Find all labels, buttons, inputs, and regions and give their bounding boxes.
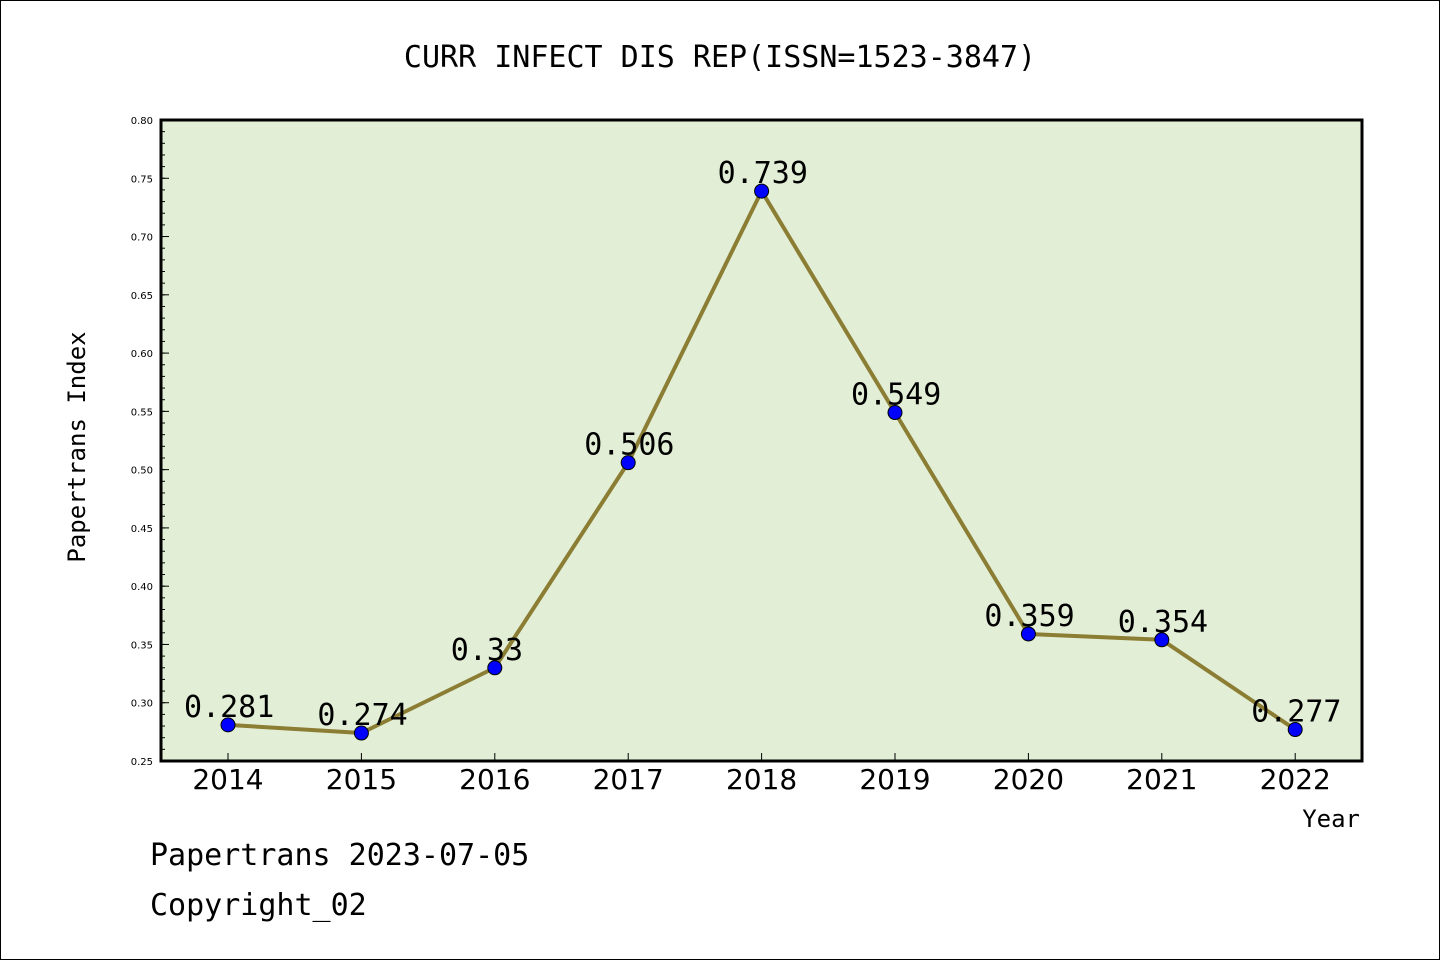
data-labels: 0.281 0.274 0.33 0.506 0.739 0.549 0.359 0.354 0… xyxy=(184,156,1342,733)
data-label: 0.739 xyxy=(718,156,808,191)
data-point xyxy=(620,455,636,471)
data-label: 0.33 xyxy=(451,633,523,668)
y-tick-label: 0.55 xyxy=(131,407,153,418)
data-point xyxy=(220,717,236,733)
x-tick-label: 2017 xyxy=(593,763,664,796)
data-label: 0.359 xyxy=(984,599,1074,634)
data-point xyxy=(1154,632,1170,648)
data-point xyxy=(353,725,369,741)
data-point xyxy=(487,660,503,676)
data-point xyxy=(887,405,903,421)
x-tick-label: 2020 xyxy=(993,763,1064,796)
footer-copyright: Copyright_02 xyxy=(150,888,367,923)
data-label: 0.277 xyxy=(1251,695,1341,730)
x-tick-label: 2019 xyxy=(859,763,930,796)
data-point xyxy=(1287,722,1303,738)
x-tick-label: 2014 xyxy=(192,763,263,796)
y-tick-label: 0.60 xyxy=(131,349,153,360)
data-label: 0.354 xyxy=(1118,605,1208,640)
x-tick-label: 2015 xyxy=(326,763,397,796)
x-tick-label: 2016 xyxy=(459,763,530,796)
x-axis: 2014 2015 2016 2017 2018 2019 2020 2021 2022 xyxy=(192,753,1331,796)
footer-date: Papertrans 2023-07-05 xyxy=(150,838,529,873)
y-axis-label: Papertrans Index xyxy=(63,331,91,562)
y-tick-label: 0.65 xyxy=(131,291,153,302)
x-tick-label: 2021 xyxy=(1126,763,1197,796)
y-tick-label: 0.50 xyxy=(131,466,153,477)
data-label: 0.281 xyxy=(184,690,274,725)
data-label: 0.274 xyxy=(317,698,407,733)
y-tick-label: 0.30 xyxy=(131,699,153,710)
y-tick-label: 0.75 xyxy=(131,174,153,185)
x-axis-label: Year xyxy=(1302,805,1360,833)
data-label: 0.506 xyxy=(584,428,674,463)
y-tick-label: 0.35 xyxy=(131,640,153,651)
data-point xyxy=(754,183,770,199)
series-line xyxy=(220,183,1303,741)
y-tick-label: 0.70 xyxy=(131,233,153,244)
y-tick-label: 0.25 xyxy=(131,757,153,768)
y-axis: 0.25 0.30 0.35 0.40 0.45 0.50 0.55 0.60 0.65 0.70… xyxy=(131,116,169,768)
plot-area xyxy=(159,118,1364,763)
chart-title: CURR INFECT DIS REP(ISSN=1523-3847) xyxy=(404,40,1036,75)
data-label: 0.549 xyxy=(851,378,941,413)
x-tick-label: 2018 xyxy=(726,763,797,796)
y-tick-label: 0.45 xyxy=(131,524,153,535)
x-tick-label: 2022 xyxy=(1260,763,1331,796)
y-tick-label: 0.80 xyxy=(131,116,153,127)
data-point xyxy=(1020,626,1036,642)
y-tick-label: 0.40 xyxy=(131,582,153,593)
